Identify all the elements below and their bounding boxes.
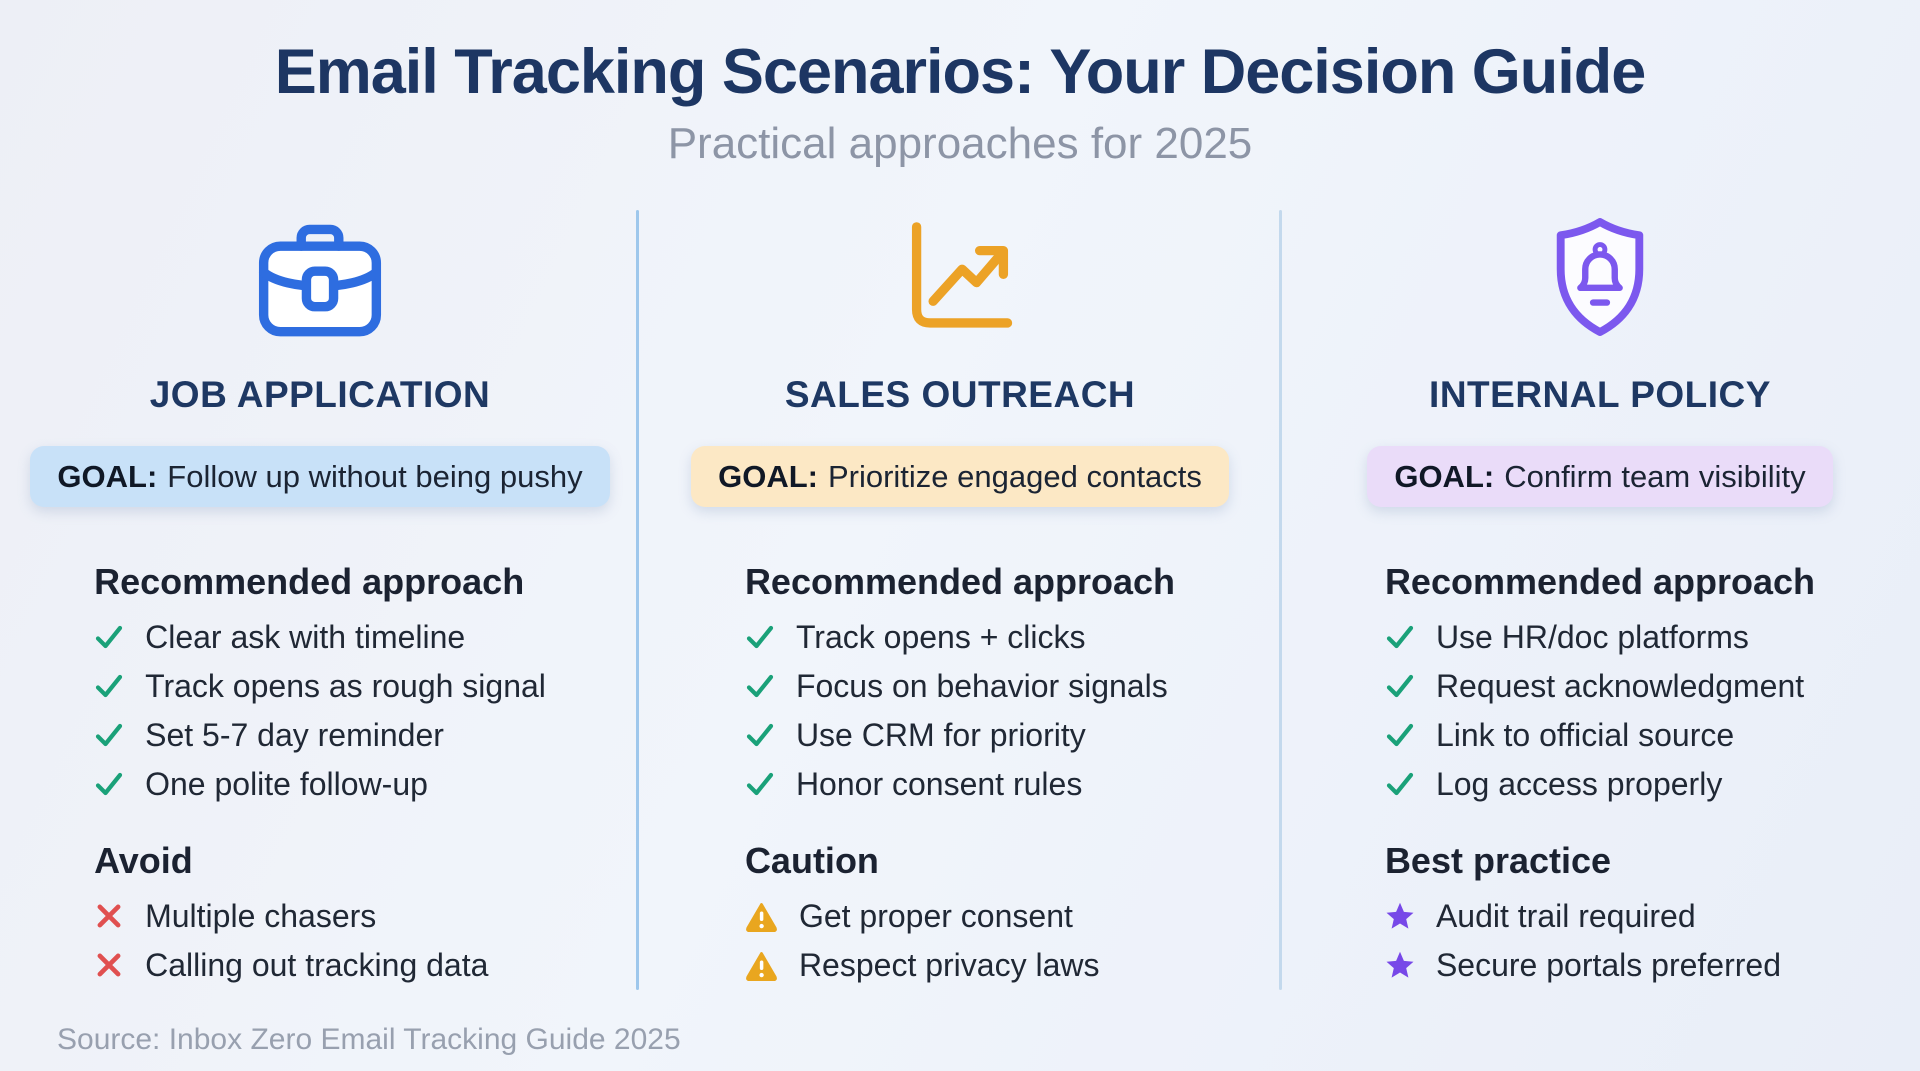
item-text: Request acknowledgment: [1435, 668, 1805, 704]
check-icon: [1385, 622, 1415, 652]
header: Email Tracking Scenarios: Your Decision …: [0, 0, 1920, 169]
item-text: Calling out tracking data: [145, 947, 489, 983]
goal-badge: GOAL: Follow up without being pushy: [30, 446, 610, 507]
column-divider: [636, 210, 639, 990]
item-text: Get proper consent: [798, 898, 1073, 934]
item-text: Clear ask with timeline: [145, 619, 466, 655]
check-icon: [94, 769, 124, 799]
list-item: Get proper consent: [745, 896, 1175, 936]
item-text: Audit trail required: [1435, 898, 1696, 934]
item-text: Set 5-7 day reminder: [145, 717, 444, 753]
item-text: Track opens as rough signal: [145, 668, 546, 704]
item-text: Multiple chasers: [145, 898, 377, 934]
warning-icon: [745, 950, 778, 981]
goal-badge: GOAL: Prioritize engaged contacts: [691, 446, 1229, 507]
check-icon: [745, 769, 775, 799]
check-icon: [745, 720, 775, 750]
star-icon: [1385, 950, 1415, 980]
goal-badge: GOAL: Confirm team visibility: [1367, 446, 1833, 507]
item-text: Use CRM for priority: [795, 717, 1086, 753]
column-content: Recommended approach Clear ask with time…: [94, 561, 546, 994]
list-item: Log access properly: [1385, 764, 1815, 804]
list-item: Use HR/doc platforms: [1385, 617, 1815, 657]
check-icon: [1385, 720, 1415, 750]
item-text: One polite follow-up: [145, 766, 428, 802]
item-text: Log access properly: [1435, 766, 1723, 802]
item-text: Link to official source: [1435, 717, 1735, 753]
check-icon: [1385, 671, 1415, 701]
recommended-title: Recommended approach: [744, 561, 1176, 602]
page-subtitle: Practical approaches for 2025: [667, 119, 1253, 169]
column-sales-outreach: SALES OUTREACH GOAL: Prioritize engaged c…: [640, 200, 1280, 994]
column-content: Recommended approach Use HR/doc platform…: [1385, 561, 1815, 994]
list-item: Audit trail required: [1385, 896, 1815, 936]
column-title: INTERNAL POLICY: [1429, 374, 1771, 415]
recommended-title: Recommended approach: [1384, 561, 1816, 602]
x-icon: [94, 950, 124, 980]
goal-label: GOAL:: [1394, 459, 1495, 494]
trending-up-chart-icon: [640, 214, 1280, 342]
goal-label: GOAL:: [57, 459, 158, 494]
source-caption: Source: Inbox Zero Email Tracking Guide …: [57, 1023, 681, 1056]
avoid-title: Avoid: [94, 840, 193, 881]
column-divider: [1279, 210, 1282, 990]
list-item: Secure portals preferred: [1385, 945, 1815, 985]
goal-text: Prioritize engaged contacts: [827, 459, 1202, 494]
list-item: Set 5-7 day reminder: [94, 715, 546, 755]
goal-text: Follow up without being pushy: [167, 459, 583, 494]
goal-text: Confirm team visibility: [1504, 459, 1806, 494]
item-text: Honor consent rules: [795, 766, 1083, 802]
list-item: Link to official source: [1385, 715, 1815, 755]
column-title: JOB APPLICATION: [149, 374, 491, 415]
recommended-title: Recommended approach: [94, 561, 525, 602]
columns-row: JOB APPLICATION GOAL: Follow up without b…: [0, 200, 1920, 994]
item-text: Track opens + clicks: [795, 619, 1086, 655]
caution-title: Caution: [744, 840, 879, 881]
item-text: Use HR/doc platforms: [1435, 619, 1749, 655]
star-icon: [1385, 901, 1415, 931]
check-icon: [94, 622, 124, 652]
best-practice-title: Best practice: [1384, 840, 1612, 881]
item-text: Secure portals preferred: [1435, 947, 1781, 983]
check-icon: [94, 720, 124, 750]
briefcase-icon: [0, 214, 640, 342]
item-text: Respect privacy laws: [798, 947, 1100, 983]
list-item: Request acknowledgment: [1385, 666, 1815, 706]
x-icon: [94, 901, 124, 931]
goal-label: GOAL:: [718, 459, 818, 494]
warning-icon: [745, 901, 778, 932]
check-icon: [94, 671, 124, 701]
check-icon: [1385, 769, 1415, 799]
column-job-application: JOB APPLICATION GOAL: Follow up without b…: [0, 200, 640, 994]
list-item: Track opens as rough signal: [94, 666, 546, 706]
check-icon: [745, 671, 775, 701]
column-title: SALES OUTREACH: [784, 374, 1136, 415]
list-item: Respect privacy laws: [745, 945, 1175, 985]
list-item: Clear ask with timeline: [94, 617, 546, 657]
check-icon: [745, 622, 775, 652]
page-title: Email Tracking Scenarios: Your Decision …: [274, 37, 1647, 107]
list-item: Track opens + clicks: [745, 617, 1175, 657]
list-item: One polite follow-up: [94, 764, 546, 804]
list-item: Honor consent rules: [745, 764, 1175, 804]
list-item: Calling out tracking data: [94, 945, 546, 985]
list-item: Multiple chasers: [94, 896, 546, 936]
column-content: Recommended approach Track opens + click…: [745, 561, 1175, 994]
column-internal-policy: INTERNAL POLICY GOAL: Confirm team visibi…: [1280, 200, 1920, 994]
item-text: Focus on behavior signals: [795, 668, 1168, 704]
list-item: Use CRM for priority: [745, 715, 1175, 755]
shield-bell-icon: [1280, 214, 1920, 342]
list-item: Focus on behavior signals: [745, 666, 1175, 706]
